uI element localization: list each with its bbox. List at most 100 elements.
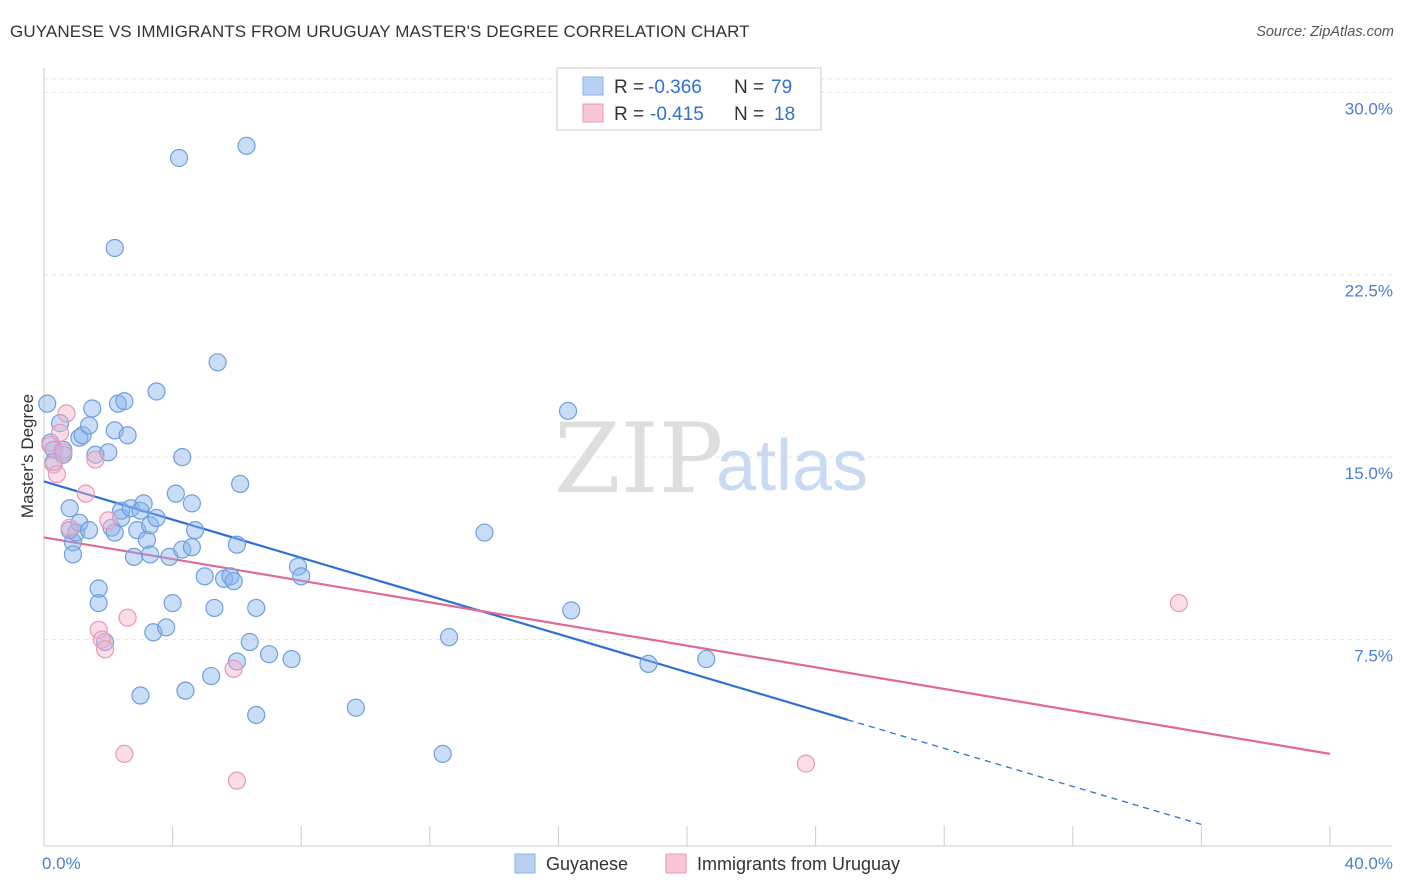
uruguay-point-5 bbox=[57, 404, 76, 423]
uruguay-point-3 bbox=[50, 423, 70, 442]
guyanese-trend-extension bbox=[847, 719, 1202, 826]
guyanese-point-71 bbox=[288, 557, 308, 576]
guyanese-point-64 bbox=[231, 474, 250, 494]
guyanese-point-24 bbox=[105, 238, 124, 258]
gridlines bbox=[44, 78, 1392, 641]
uruguay-point-7 bbox=[76, 484, 95, 503]
guyanese-point-15 bbox=[79, 521, 99, 540]
guyanese-point-73 bbox=[346, 698, 365, 717]
guyanese-point-19 bbox=[89, 593, 108, 613]
guyanese-point-70 bbox=[282, 649, 301, 669]
stats-n-value-guyanese: 79 bbox=[771, 77, 792, 98]
guyanese-trend-line bbox=[43, 480, 849, 721]
guyanese-point-80 bbox=[697, 649, 716, 669]
guyanese-point-53 bbox=[182, 538, 201, 557]
guyanese-point-30 bbox=[115, 392, 134, 411]
uruguay-point-17 bbox=[796, 754, 816, 773]
chart-title: GUYANESE VS IMMIGRANTS FROM URUGUAY MAST… bbox=[10, 22, 750, 41]
guyanese-point-62 bbox=[227, 535, 246, 554]
guyanese-point-74 bbox=[433, 744, 452, 763]
guyanese-point-51 bbox=[176, 681, 195, 700]
uruguay-point-10 bbox=[92, 630, 111, 649]
uruguay-point-18 bbox=[1169, 593, 1188, 613]
stats-swatch-guyanese bbox=[582, 76, 604, 96]
uruguay-point-2 bbox=[47, 465, 66, 484]
guyanese-point-48 bbox=[169, 148, 189, 168]
guyanese-point-75 bbox=[439, 628, 459, 647]
chart-source: Source: ZipAtlas.com bbox=[1256, 24, 1394, 40]
stats-swatch-uruguay bbox=[582, 103, 604, 123]
guyanese-point-77 bbox=[558, 401, 578, 421]
guyanese-point-61 bbox=[224, 572, 243, 591]
guyanese-point-12 bbox=[70, 513, 89, 532]
guyanese-point-76 bbox=[475, 523, 494, 542]
uruguay-point-6 bbox=[60, 518, 79, 537]
guyanese-point-13 bbox=[70, 428, 89, 447]
guyanese-point-4 bbox=[50, 414, 70, 433]
guyanese-point-8 bbox=[60, 499, 79, 518]
guyanese-point-57 bbox=[205, 598, 224, 618]
guyanese-point-14 bbox=[73, 426, 92, 445]
guyanese-point-55 bbox=[195, 567, 214, 586]
watermark: ZIP atlas bbox=[554, 403, 868, 515]
stats-r-label-uruguay: R = bbox=[614, 104, 644, 125]
uruguay-point-8 bbox=[86, 450, 105, 469]
uruguay-point-13 bbox=[115, 744, 134, 763]
stats-r-value-uruguay: -0.415 bbox=[650, 104, 704, 125]
guyanese-point-52 bbox=[182, 494, 201, 513]
legend-swatch-guyanese bbox=[514, 853, 536, 874]
guyanese-point-20 bbox=[89, 579, 108, 598]
uruguay-point-1 bbox=[44, 455, 63, 474]
guyanese-point-43 bbox=[147, 382, 166, 401]
stats-r-value-guyanese: -0.366 bbox=[648, 77, 702, 98]
stats-n-label-guyanese: N = bbox=[734, 77, 764, 98]
guyanese-point-36 bbox=[131, 686, 150, 705]
guyanese-point-56 bbox=[202, 666, 221, 686]
guyanese-point-54 bbox=[186, 521, 205, 540]
guyanese-point-72 bbox=[292, 567, 311, 586]
watermark-zip: ZIP bbox=[554, 403, 723, 515]
guyanese-point-31 bbox=[118, 426, 137, 445]
uruguay-point-11 bbox=[95, 640, 115, 659]
stats-legend: R = -0.366 N = 79 R = -0.415 N = 18 bbox=[556, 67, 822, 131]
trend-lines bbox=[43, 480, 1331, 826]
data-points bbox=[38, 136, 1188, 790]
guyanese-point-38 bbox=[137, 530, 156, 549]
y-tick-label-15: 15.0% bbox=[1345, 464, 1393, 483]
uruguay-trend-line bbox=[43, 536, 1331, 755]
guyanese-point-65 bbox=[237, 136, 256, 155]
guyanese-point-40 bbox=[140, 516, 160, 535]
x-tick-label-max: 40.0% bbox=[1345, 854, 1393, 873]
guyanese-point-16 bbox=[79, 416, 99, 435]
uruguay-point-4 bbox=[54, 443, 73, 462]
guyanese-point-39 bbox=[140, 545, 160, 564]
guyanese-point-10 bbox=[63, 545, 83, 564]
guyanese-point-58 bbox=[208, 353, 227, 372]
legend-swatch-uruguay bbox=[665, 853, 687, 874]
guyanese-point-67 bbox=[247, 598, 266, 618]
guyanese-point-0 bbox=[38, 394, 57, 413]
axes bbox=[43, 68, 1392, 847]
uruguay-point-14 bbox=[118, 608, 137, 627]
guyanese-point-78 bbox=[562, 601, 581, 620]
legend-label-uruguay: Immigrants from Uruguay bbox=[697, 854, 900, 874]
guyanese-point-37 bbox=[134, 494, 153, 513]
uruguay-point-12 bbox=[99, 511, 118, 530]
guyanese-point-33 bbox=[124, 547, 144, 566]
guyanese-point-60 bbox=[221, 567, 240, 586]
guyanese-point-68 bbox=[247, 705, 266, 725]
uruguay-point-16 bbox=[227, 771, 246, 790]
stats-n-value-uruguay: 18 bbox=[774, 104, 795, 125]
series-legend: Guyanese Immigrants from Uruguay bbox=[514, 853, 900, 874]
stats-r-label-guyanese: R = bbox=[614, 77, 644, 98]
guyanese-point-79 bbox=[639, 654, 658, 674]
guyanese-point-69 bbox=[259, 645, 279, 664]
uruguay-point-9 bbox=[89, 620, 108, 639]
watermark-atlas: atlas bbox=[716, 426, 868, 506]
y-tick-labels: 7.5% 15.0% 22.5% 30.0% bbox=[1345, 99, 1393, 665]
guyanese-point-44 bbox=[157, 618, 176, 637]
guyanese-point-47 bbox=[166, 484, 185, 503]
guyanese-point-46 bbox=[163, 593, 182, 613]
y-tick-label-22-5: 22.5% bbox=[1345, 282, 1393, 301]
